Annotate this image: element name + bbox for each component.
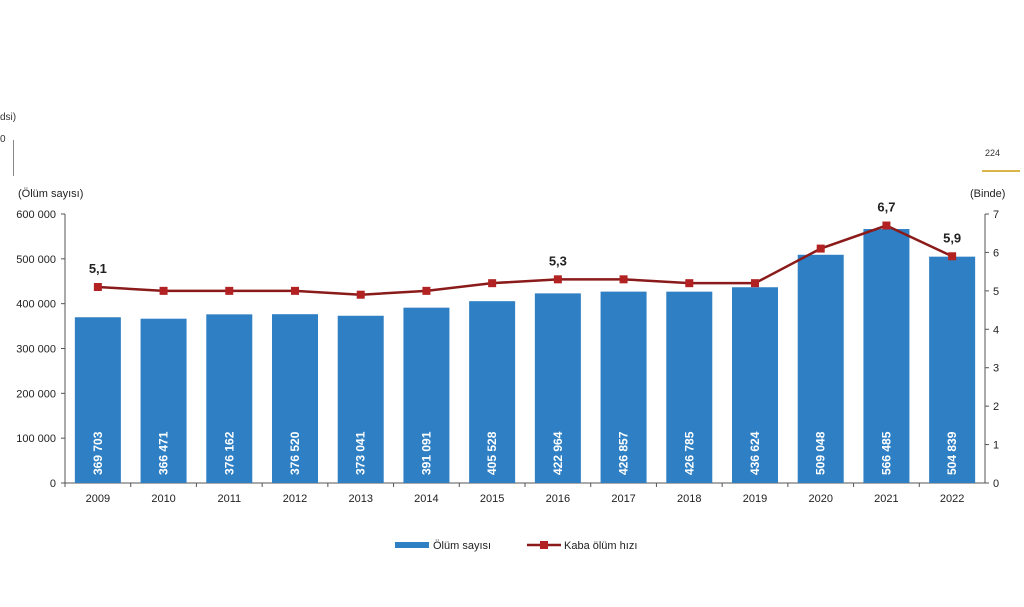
left-tick-label: 0 (50, 478, 56, 490)
x-tick-label: 2010 (151, 493, 175, 505)
bar (140, 318, 187, 483)
x-tick-label: 2014 (414, 493, 438, 505)
rate-marker (948, 252, 957, 261)
left-tick-label: 400 000 (16, 299, 56, 311)
legend-line-label: Kaba ölüm hızı (564, 540, 637, 552)
rate-marker (619, 275, 628, 284)
left-tick-label: 200 000 (16, 388, 56, 400)
x-tick-label: 2011 (217, 493, 241, 505)
bar (534, 293, 581, 483)
rate-point-label: 5,9 (943, 230, 961, 245)
bar-value-label: 426 785 (682, 431, 696, 475)
rate-point-label: 5,1 (89, 261, 107, 276)
left-tick-label: 300 000 (16, 344, 56, 356)
bar-value-label: 509 048 (814, 431, 828, 475)
cropped-value: 0 (0, 134, 6, 145)
bar (732, 287, 778, 483)
cropped-value-right: 224 (985, 148, 1001, 158)
left-tick-label: 500 000 (16, 254, 56, 266)
x-tick-label: 2009 (86, 493, 110, 505)
x-tick-label: 2015 (480, 493, 504, 505)
right-tick-label: 4 (993, 324, 999, 336)
bar (206, 314, 253, 483)
bar (272, 314, 318, 483)
right-tick-label: 2 (993, 401, 999, 413)
bar-value-label: 391 091 (419, 431, 433, 475)
x-tick-label: 2019 (743, 493, 767, 505)
right-tick-label: 5 (993, 286, 999, 298)
right-tick-label: 1 (993, 440, 999, 452)
x-tick-label: 2020 (808, 493, 832, 505)
bar-value-label: 422 964 (551, 431, 565, 475)
x-tick-label: 2022 (940, 493, 964, 505)
x-tick-label: 2021 (874, 493, 898, 505)
left-tick-label: 600 000 (16, 209, 56, 221)
bar-value-label: 566 485 (879, 431, 893, 475)
rate-line (97, 224, 953, 296)
cropped-line-right (982, 170, 1020, 172)
rate-marker (422, 286, 431, 295)
cropped-axis-line (13, 140, 14, 176)
bar-value-label: 376 520 (288, 431, 302, 475)
rate-marker (685, 279, 694, 288)
right-tick-label: 6 (993, 247, 999, 259)
bar-value-label: 373 041 (354, 431, 368, 475)
right-tick-label: 3 (993, 363, 999, 375)
bar (666, 291, 713, 483)
x-tick-label: 2016 (546, 493, 570, 505)
bar-value-label: 436 624 (748, 431, 762, 475)
rate-marker (93, 283, 102, 292)
bar-value-label: 426 857 (617, 431, 631, 475)
rate-marker (291, 286, 299, 295)
x-tick-label: 2018 (677, 493, 701, 505)
bar-value-label: 405 528 (485, 431, 499, 475)
rate-marker (159, 286, 168, 295)
right-tick-label: 0 (993, 478, 999, 490)
rate-marker (816, 244, 825, 253)
bar (797, 254, 844, 483)
bar (600, 291, 647, 483)
bar-value-label: 366 471 (157, 431, 171, 475)
rate-point-label: 6,7 (877, 200, 895, 215)
rate-marker (225, 286, 234, 295)
bar (863, 229, 910, 483)
rate-marker (751, 279, 759, 288)
rate-marker (553, 275, 562, 284)
bar (403, 307, 450, 483)
bar (337, 315, 384, 483)
bar-value-label: 504 839 (945, 431, 959, 475)
bar (469, 301, 516, 483)
rate-marker (488, 279, 497, 288)
right-tick-label: 7 (993, 209, 999, 221)
bar (929, 256, 976, 483)
cropped-label: dsi) (0, 112, 17, 123)
legend-line-marker (540, 541, 548, 549)
legend-bar-swatch (395, 542, 429, 548)
bar (74, 317, 121, 483)
x-tick-label: 2013 (348, 493, 372, 505)
right-axis-title: (Binde) (970, 188, 1005, 200)
rate-marker (356, 290, 365, 299)
left-tick-label: 100 000 (16, 433, 56, 445)
bar-value-label: 369 703 (91, 431, 105, 475)
legend-bar-label: Ölüm sayısı (433, 540, 491, 552)
x-tick-label: 2012 (283, 493, 307, 505)
x-tick-label: 2017 (611, 493, 635, 505)
bar-value-label: 376 162 (222, 431, 236, 475)
left-axis-title: (Ölüm sayısı) (18, 188, 83, 200)
rate-marker (882, 221, 891, 230)
rate-point-label: 5,3 (549, 253, 567, 268)
